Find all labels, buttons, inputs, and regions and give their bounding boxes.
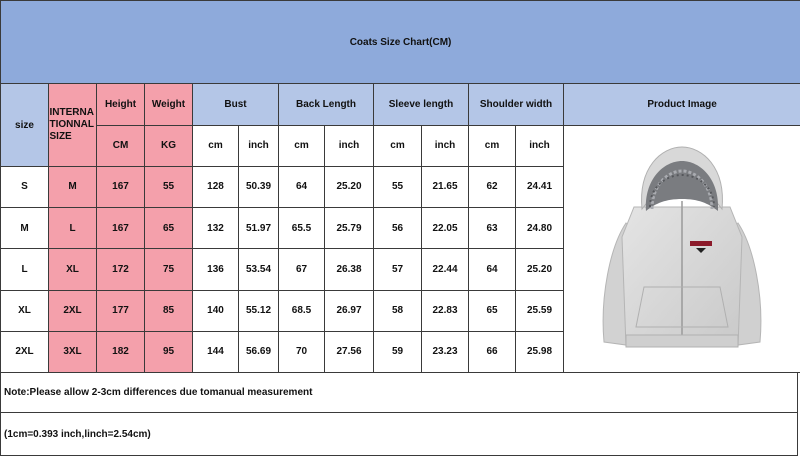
cell-size: L [0, 248, 49, 291]
cell-bust-cm: 132 [192, 207, 239, 250]
unit-shoulder-cm: cm [468, 124, 516, 167]
cell-intl: 3XL [48, 330, 97, 374]
cell-shoulder-inch: 24.80 [515, 207, 564, 250]
cell-back-cm: 65.5 [278, 207, 325, 250]
cell-shoulder-inch: 24.41 [515, 165, 564, 209]
cell-weight: 95 [144, 330, 193, 374]
cell-sleeve-cm: 56 [373, 207, 422, 250]
cell-shoulder-cm: 62 [468, 165, 516, 209]
cell-sleeve-cm: 57 [373, 248, 422, 291]
cell-height: 182 [96, 330, 145, 374]
cell-bust-inch: 56.69 [238, 330, 279, 374]
unit-bust-cm: cm [192, 124, 239, 167]
product-image-cell [562, 124, 800, 374]
cell-bust-cm: 144 [192, 330, 239, 374]
cell-shoulder-cm: 65 [468, 289, 516, 332]
cell-sleeve-inch: 21.65 [421, 165, 469, 209]
page-title: Coats Size Chart(CM) [0, 0, 800, 85]
cell-weight: 85 [144, 289, 193, 332]
cell-back-cm: 64 [278, 165, 325, 209]
cell-back-cm: 70 [278, 330, 325, 374]
cell-bust-cm: 128 [192, 165, 239, 209]
cell-bust-inch: 51.97 [238, 207, 279, 250]
table-row: L XL 172 75 136 53.54 67 26.38 57 22.44 … [0, 248, 800, 291]
header-sleeve-length: Sleeve length [373, 83, 469, 126]
cell-bust-inch: 50.39 [238, 165, 279, 209]
cell-size: XL [0, 289, 49, 332]
unit-back-inch: inch [324, 124, 374, 167]
cell-weight: 75 [144, 248, 193, 291]
cell-sleeve-cm: 55 [373, 165, 422, 209]
cell-shoulder-inch: 25.20 [515, 248, 564, 291]
cell-height: 177 [96, 289, 145, 332]
cell-bust-cm: 136 [192, 248, 239, 291]
cell-intl: M [48, 165, 97, 209]
unit-back-cm: cm [278, 124, 325, 167]
cell-shoulder-cm: 63 [468, 207, 516, 250]
header-weight: Weight [144, 83, 193, 126]
table-row: 2XL 3XL 182 95 144 56.69 70 27.56 59 23.… [0, 330, 800, 374]
cell-sleeve-inch: 22.83 [421, 289, 469, 332]
header-height: Height [96, 83, 145, 126]
header-size: size [0, 83, 49, 167]
cell-size: 2XL [0, 330, 49, 374]
cell-back-inch: 27.56 [324, 330, 374, 374]
cell-shoulder-cm: 64 [468, 248, 516, 291]
cell-back-inch: 26.38 [324, 248, 374, 291]
cell-shoulder-inch: 25.59 [515, 289, 564, 332]
cell-sleeve-inch: 22.44 [421, 248, 469, 291]
cell-size: M [0, 207, 49, 250]
cell-height: 167 [96, 207, 145, 250]
cell-shoulder-inch: 25.98 [515, 330, 564, 374]
cell-intl: 2XL [48, 289, 97, 332]
cell-back-cm: 67 [278, 248, 325, 291]
unit-bust-inch: inch [238, 124, 279, 167]
unit-height: CM [96, 124, 145, 167]
unit-weight: KG [144, 124, 193, 167]
header-shoulder-width: Shoulder width [468, 83, 564, 126]
cell-back-inch: 26.97 [324, 289, 374, 332]
cell-intl: L [48, 207, 97, 250]
cell-back-inch: 25.20 [324, 165, 374, 209]
cell-back-cm: 68.5 [278, 289, 325, 332]
cell-weight: 65 [144, 207, 193, 250]
note-conversion: (1cm=0.393 inch,linch=2.54cm) [0, 413, 798, 456]
unit-sleeve-inch: inch [421, 124, 469, 167]
cell-intl: XL [48, 248, 97, 291]
note-measurement: Note:Please allow 2-3cm differences due … [0, 373, 798, 413]
unit-sleeve-cm: cm [373, 124, 422, 167]
cell-size: S [0, 165, 49, 209]
cell-height: 167 [96, 165, 145, 209]
cell-back-inch: 25.79 [324, 207, 374, 250]
cell-bust-cm: 140 [192, 289, 239, 332]
header-international: INTERNATIONNAL SIZE [48, 83, 97, 167]
cell-bust-inch: 55.12 [238, 289, 279, 332]
hoodie-image [602, 146, 762, 348]
unit-shoulder-inch: inch [515, 124, 564, 167]
cell-bust-inch: 53.54 [238, 248, 279, 291]
cell-weight: 55 [144, 165, 193, 209]
header-bust: Bust [192, 83, 279, 126]
cell-sleeve-inch: 23.23 [421, 330, 469, 374]
cell-height: 172 [96, 248, 145, 291]
size-chart-table: Coats Size Chart(CM) size INTERNATIONNAL… [0, 0, 800, 374]
cell-sleeve-inch: 22.05 [421, 207, 469, 250]
header-product-image: Product Image [562, 83, 800, 126]
table-row: S M 167 55 128 50.39 64 25.20 55 21.65 6… [0, 165, 800, 209]
cell-sleeve-cm: 58 [373, 289, 422, 332]
header-back-length: Back Length [278, 83, 374, 126]
cell-sleeve-cm: 59 [373, 330, 422, 374]
cell-shoulder-cm: 66 [468, 330, 516, 374]
